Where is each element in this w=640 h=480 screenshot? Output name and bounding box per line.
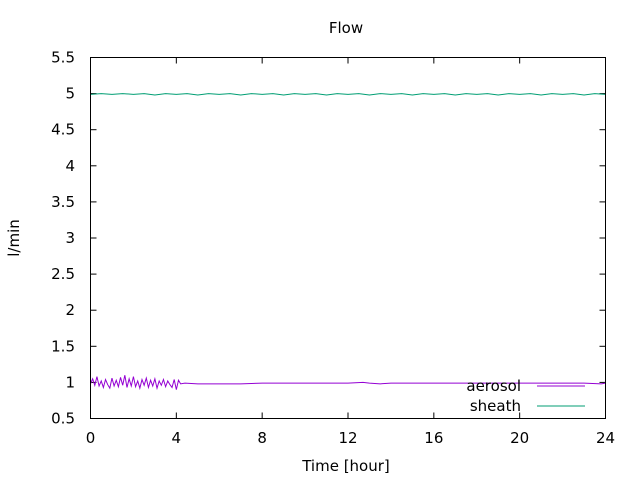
y-tick-label: 1.5 — [51, 337, 75, 355]
series-line-sheath — [90, 93, 606, 96]
y-tick-label: 1 — [65, 373, 75, 391]
chart-title: Flow — [329, 19, 363, 37]
x-tick-label: 24 — [596, 429, 615, 447]
x-tick-label: 0 — [86, 429, 96, 447]
x-axis-label: Time [hour] — [301, 457, 390, 475]
legend-label-sheath: sheath — [470, 397, 521, 415]
y-tick-label: 4 — [65, 157, 75, 175]
y-tick-label: 5 — [65, 85, 75, 103]
y-tick-label: 3.5 — [51, 193, 75, 211]
legend-label-aerosol: aerosol — [466, 377, 521, 395]
plot-series — [90, 93, 606, 391]
x-tick-label: 4 — [172, 429, 182, 447]
plot-frame — [90, 57, 606, 419]
series-line-aerosol — [90, 375, 606, 391]
x-tick-label: 20 — [510, 429, 529, 447]
y-tick-label: 2 — [65, 301, 75, 319]
y-tick-label: 0.5 — [51, 410, 75, 428]
legend: aerosol sheath — [466, 377, 585, 415]
y-tick-label: 5.5 — [51, 49, 75, 67]
x-tick-label: 16 — [424, 429, 443, 447]
y-tick-label: 3 — [65, 229, 75, 247]
y-tick-label: 4.5 — [51, 121, 75, 139]
y-axis-label: l/min — [5, 219, 23, 257]
x-tick-label: 8 — [257, 429, 267, 447]
x-tick-label: 12 — [338, 429, 357, 447]
axis-ticks: 0.5 1 1.5 2 2.5 3 3.5 4 4.5 5 5.5 0 4 8 12 16 20 24 — [51, 49, 615, 448]
y-tick-label: 2.5 — [51, 265, 75, 283]
